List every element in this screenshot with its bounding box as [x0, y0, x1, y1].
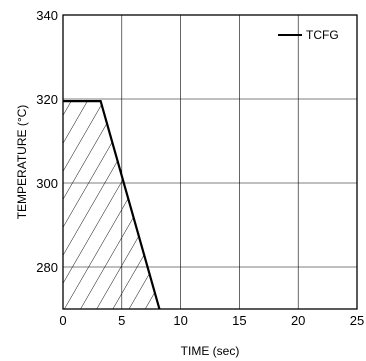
x-tick-label: 20 [291, 313, 305, 328]
x-tick-label: 0 [59, 313, 66, 328]
plot-area [63, 99, 161, 309]
series-line-tcfg [63, 99, 161, 309]
x-tick-label: 25 [350, 313, 364, 328]
legend-label-tcfg: TCFG [306, 28, 339, 42]
x-tick-label: 5 [118, 313, 125, 328]
y-tick-label: 340 [36, 8, 58, 23]
y-axis-label: TEMPERATURE (°C) [15, 105, 29, 220]
y-tick-labels: 280 300 320 340 [36, 8, 58, 275]
x-tick-label: 15 [232, 313, 246, 328]
y-tick-label: 280 [36, 260, 58, 275]
hatched-region [63, 101, 160, 309]
x-tick-labels: 0 5 10 15 20 25 [59, 313, 364, 328]
x-tick-label: 10 [173, 313, 187, 328]
legend: TCFG [278, 28, 339, 42]
y-tick-label: 320 [36, 92, 58, 107]
y-tick-label: 300 [36, 176, 58, 191]
plot-frame [62, 14, 358, 310]
x-axis-label: TIME (sec) [181, 344, 240, 358]
